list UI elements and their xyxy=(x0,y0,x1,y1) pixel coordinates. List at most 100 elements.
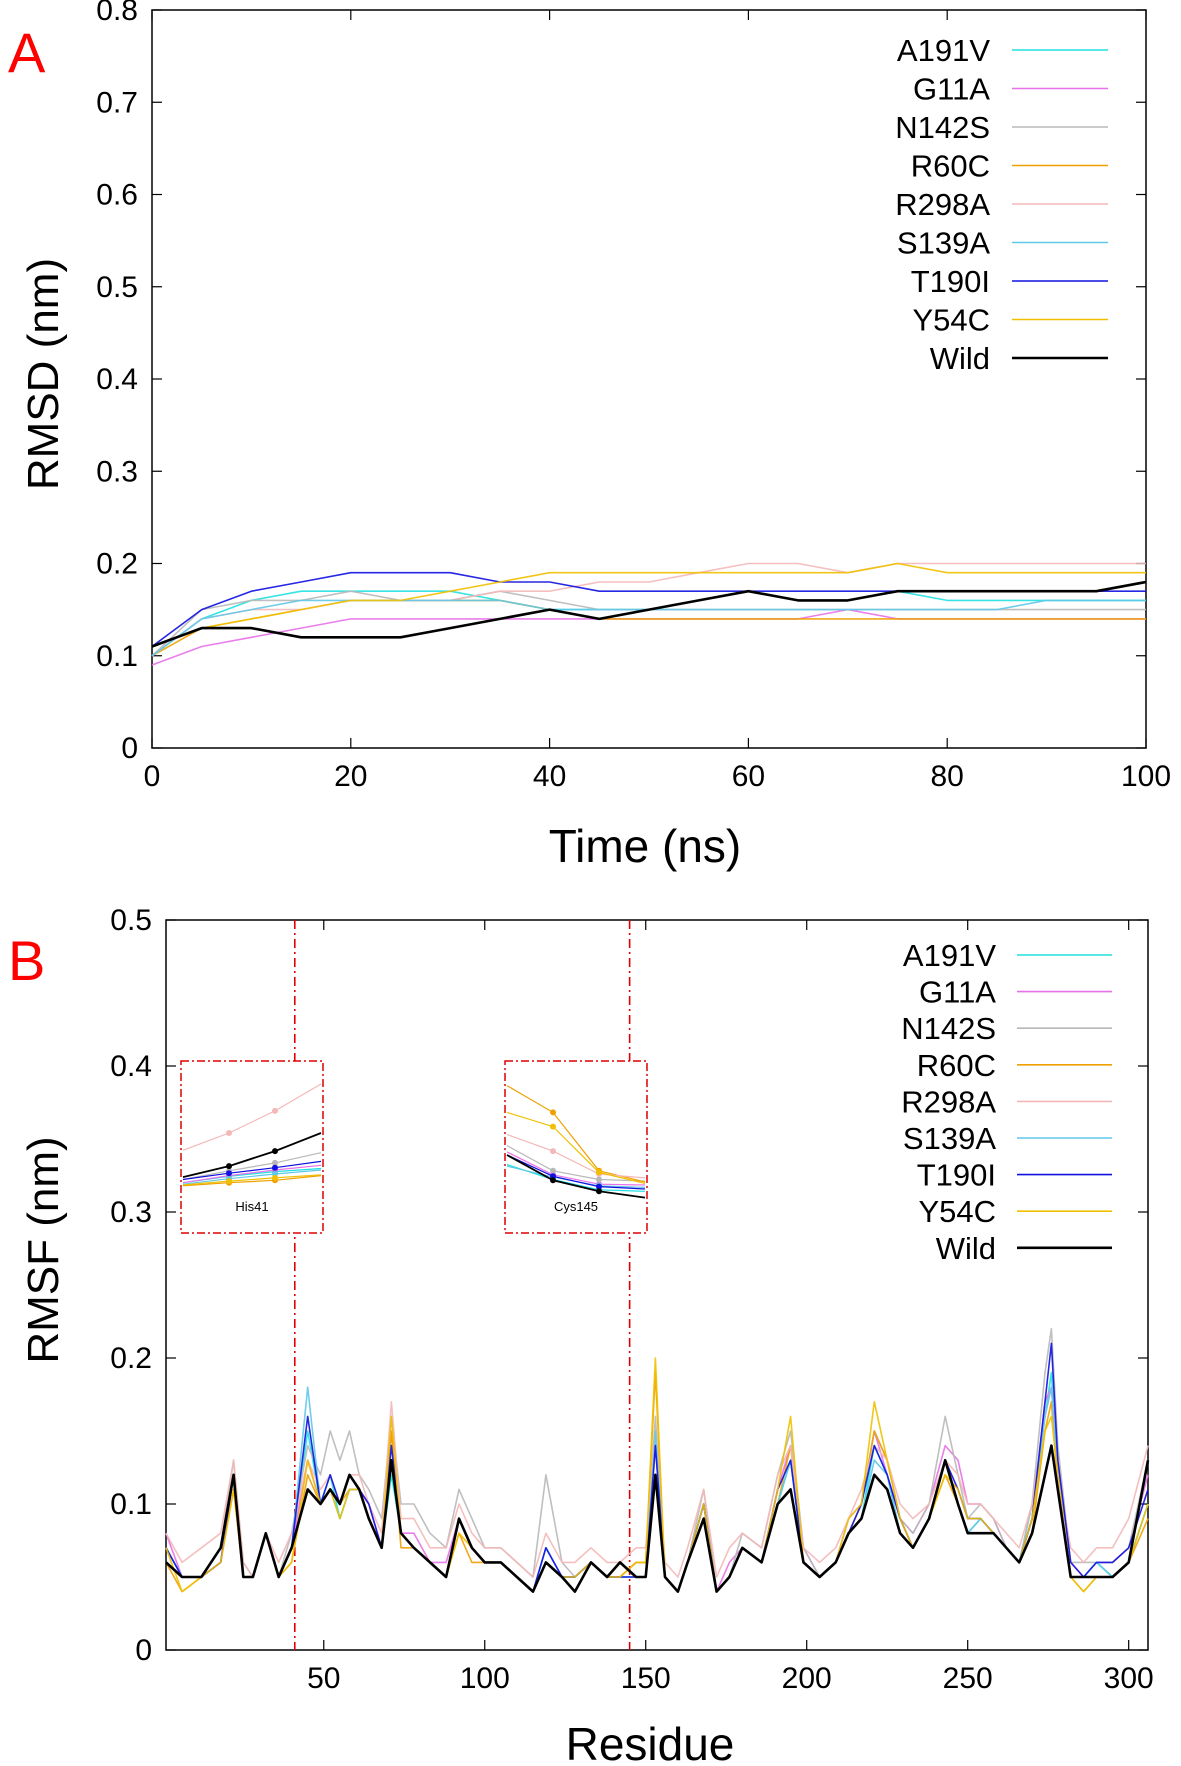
inset-line-n142s xyxy=(182,1152,322,1181)
legend-label: R60C xyxy=(917,1048,996,1083)
legend-label: T190I xyxy=(917,1158,996,1193)
y-tick-label: 0.7 xyxy=(96,86,138,119)
inset-line-t190i xyxy=(182,1160,322,1181)
legend-label: Wild xyxy=(930,341,990,376)
inset-point xyxy=(226,1163,232,1170)
panel-a-ylabel: RMSD (nm) xyxy=(19,258,68,490)
series-line-y54c xyxy=(151,562,1146,648)
panel-b-xlabel: Residue xyxy=(566,1718,735,1766)
inset-point xyxy=(550,1167,556,1174)
inset-line-s139a xyxy=(182,1169,322,1185)
inset-point xyxy=(226,1130,232,1136)
series-line-wild xyxy=(151,580,1147,648)
y-tick-label: 0.4 xyxy=(110,1050,152,1083)
inset-point xyxy=(596,1176,602,1183)
legend-label: G11A xyxy=(919,975,996,1010)
legend-label: A191V xyxy=(903,938,996,973)
legend-label: S139A xyxy=(903,1121,996,1156)
inset-point xyxy=(550,1177,556,1184)
inset-label: His41 xyxy=(235,1199,268,1214)
inset-point xyxy=(226,1170,232,1177)
x-tick-label: 20 xyxy=(334,760,367,793)
inset-point xyxy=(272,1148,278,1155)
inset-line-n142s xyxy=(506,1145,646,1182)
y-tick-label: 0.6 xyxy=(96,179,138,212)
inset-line-wild xyxy=(506,1154,646,1199)
legend-label: R60C xyxy=(911,149,990,184)
inset-line-g11a xyxy=(506,1151,646,1186)
inset-frame xyxy=(504,1060,648,1234)
y-tick-label: 0.1 xyxy=(96,640,138,673)
y-tick-label: 0 xyxy=(121,732,138,765)
inset-point xyxy=(596,1188,602,1195)
x-tick-label: 100 xyxy=(1121,760,1171,793)
series-line-y54c xyxy=(165,1357,1149,1593)
inset-point xyxy=(272,1107,278,1114)
x-tick-label: 50 xyxy=(307,1662,340,1695)
panel-b-legend: A191VG11AN142SR60CR298AS139AT190IY54CWil… xyxy=(901,938,1112,1266)
panel-b-label: B xyxy=(8,929,45,992)
inset-point xyxy=(272,1159,278,1166)
inset-point xyxy=(596,1169,602,1176)
inset-point xyxy=(272,1164,278,1171)
y-tick-label: 0.4 xyxy=(96,363,138,396)
y-tick-label: 0.3 xyxy=(96,455,138,488)
panel-a-plot: 0 0.1 0.2 0.3 0.4 0.5 0.6 0.7 0.8 0 20 40 60 80 100 xyxy=(96,0,1171,793)
legend-label: Y54C xyxy=(918,1194,996,1229)
x-tick-label: 250 xyxy=(943,1662,993,1695)
panel-b-insets: His41 Cys145 xyxy=(180,1060,648,1234)
plot-frame xyxy=(165,919,1149,1651)
panel-b-plot: 0 0.1 0.2 0.3 0.4 0.5 50 100 150 200 250 300 xyxy=(110,904,1153,1695)
inset-point xyxy=(550,1123,556,1130)
y-tick-label: 0.5 xyxy=(110,904,152,937)
y-tick-label: 0 xyxy=(135,1634,152,1667)
x-tick-label: 300 xyxy=(1104,1662,1154,1695)
x-tick-label: 200 xyxy=(782,1662,832,1695)
y-tick-label: 0.8 xyxy=(96,0,138,27)
inset-point xyxy=(272,1174,278,1181)
y-tick-label: 0.1 xyxy=(110,1488,152,1521)
inset-line-r60c xyxy=(182,1175,322,1187)
inset-line-r298a xyxy=(182,1083,322,1151)
panel-b: B RMSF (nm) Residue 0 0.1 0.2 0.3 0.4 0.5 50 10… xyxy=(8,904,1154,1766)
panel-a-xlabel: Time (ns) xyxy=(549,820,742,872)
x-tick-label: 40 xyxy=(533,760,566,793)
x-tick-label: 80 xyxy=(931,760,964,793)
inset-line-y54c xyxy=(506,1111,646,1184)
inset-line-wild xyxy=(182,1132,322,1178)
y-tick-label: 0.5 xyxy=(96,271,138,304)
x-tick-label: 100 xyxy=(460,1662,510,1695)
legend-label: A191V xyxy=(897,33,990,68)
legend-label: G11A xyxy=(913,72,990,107)
panel-a: A RMSD (nm) Time (ns) 0 0.1 0.2 0.3 0.4 0.5 0.… xyxy=(8,0,1171,872)
legend-label: R298A xyxy=(895,187,990,222)
panel-b-ylabel: RMSF (nm) xyxy=(19,1136,68,1363)
legend-label: Y54C xyxy=(912,303,990,338)
inset-point xyxy=(550,1109,556,1116)
legend-label: T190I xyxy=(911,264,990,299)
x-tick-label: 0 xyxy=(144,760,161,793)
legend-label: R298A xyxy=(901,1084,996,1119)
x-tick-label: 150 xyxy=(621,1662,671,1695)
legend-label: S139A xyxy=(897,226,990,261)
y-tick-label: 0.2 xyxy=(96,548,138,581)
inset-point xyxy=(226,1178,232,1185)
inset-point xyxy=(596,1183,602,1190)
y-tick-label: 0.2 xyxy=(110,1342,152,1375)
inset-label: Cys145 xyxy=(554,1199,598,1214)
inset-line-g11a xyxy=(182,1164,322,1184)
inset-line-r298a xyxy=(506,1133,646,1179)
legend-label: N142S xyxy=(901,1011,996,1046)
panel-a-label: A xyxy=(8,21,46,84)
legend-label: Wild xyxy=(936,1231,996,1266)
inset-frame xyxy=(180,1060,324,1234)
inset-line-t190i xyxy=(506,1154,646,1190)
inset-line-y54c xyxy=(182,1174,322,1186)
inset-point xyxy=(550,1148,556,1155)
x-tick-label: 60 xyxy=(732,760,765,793)
legend-label: N142S xyxy=(895,110,990,145)
series-line-wild xyxy=(165,1444,1150,1593)
y-tick-label: 0.3 xyxy=(110,1196,152,1229)
